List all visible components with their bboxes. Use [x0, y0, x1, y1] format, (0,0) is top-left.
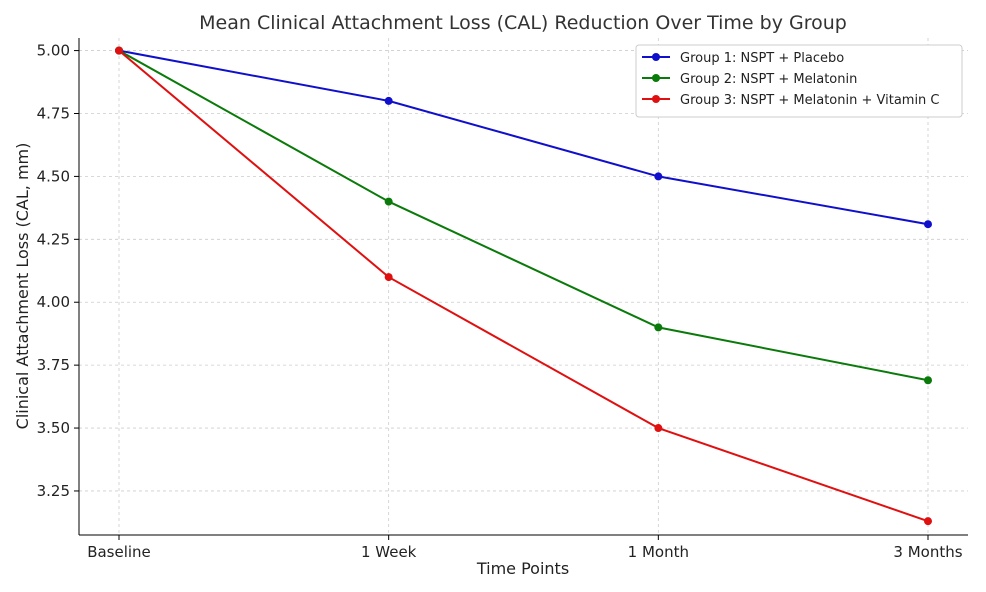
y-ticks: 3.25 3.50 3.75 4.00 4.25 4.50 4.75 5.00: [37, 42, 79, 500]
data-point-group-1: [384, 96, 393, 105]
y-tick-label: 4.50: [37, 167, 70, 185]
data-point-group-2: [924, 376, 932, 385]
y-tick-label: 4.00: [37, 293, 70, 311]
legend-marker-group-3: [652, 95, 660, 103]
grid-lines: [79, 38, 968, 535]
x-tick-label: 3 Months: [893, 543, 962, 561]
legend-box: [635, 44, 963, 118]
y-tick-label: 3.50: [37, 419, 70, 437]
y-axis-label: Clinical Attachment Loss (CAL, mm): [13, 143, 32, 430]
x-axis-label: Time Points: [476, 559, 569, 578]
data-point-group-2: [654, 323, 663, 332]
series-line-group-2: [118, 49, 929, 382]
data-point-group-3: [654, 424, 663, 433]
data-point-group-1: [924, 220, 932, 229]
legend-marker-group-1: [652, 53, 660, 61]
legend-label-group-1: Group 1: NSPT + Placebo: [680, 51, 844, 66]
y-tick-label: 3.25: [37, 482, 70, 500]
x-tick-label: 1 Week: [361, 543, 417, 561]
y-tick-label: 4.75: [37, 104, 70, 122]
legend-label-group-3: Group 3: NSPT + Melatonin + Vitamin C: [680, 93, 940, 108]
x-tick-label: 1 Month: [628, 543, 689, 561]
y-tick-label: 3.75: [37, 356, 70, 374]
y-tick-label: 4.25: [37, 230, 70, 248]
legend-label-group-2: Group 2: NSPT + Melatonin: [680, 72, 857, 87]
data-point-group-3: [924, 517, 932, 526]
legend: Group 1: NSPT + Placebo Group 2: NSPT + M…: [635, 44, 963, 118]
y-tick-label: 5.00: [37, 42, 70, 60]
x-tick-label: Baseline: [87, 543, 151, 561]
data-point-group-2: [384, 197, 393, 206]
x-ticks: Baseline 1 Week 1 Month 3 Months: [87, 535, 963, 561]
data-point-group-3: [384, 273, 393, 282]
legend-marker-group-2: [652, 74, 660, 82]
data-point-group-3: [115, 46, 123, 55]
chart-title: Mean Clinical Attachment Loss (CAL) Redu…: [199, 12, 847, 34]
series-line-group-1: [118, 49, 929, 226]
series-group: [115, 46, 932, 526]
series-line-group-3: [118, 49, 929, 523]
data-point-group-1: [654, 172, 663, 181]
